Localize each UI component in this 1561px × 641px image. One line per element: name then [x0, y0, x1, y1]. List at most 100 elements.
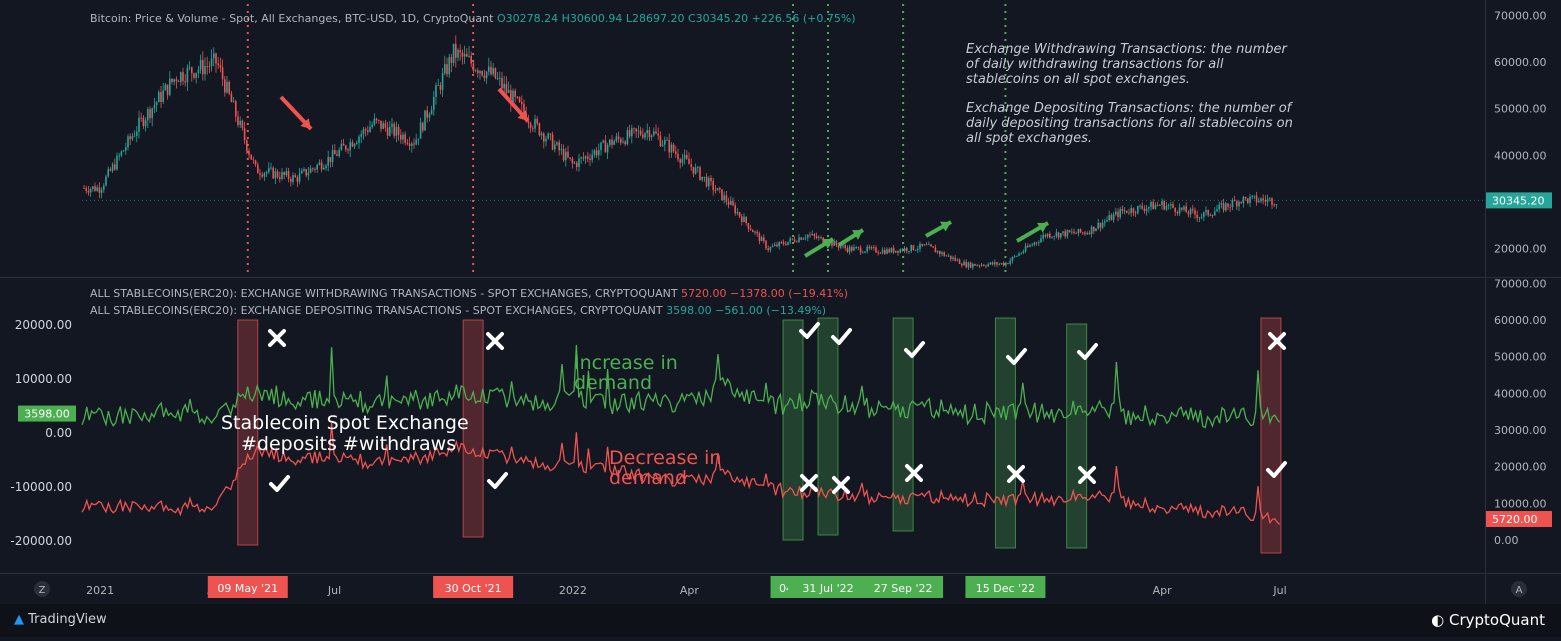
candle-body [384, 123, 387, 128]
candle-body [1106, 219, 1108, 222]
candle-body [171, 78, 173, 82]
candle-body [985, 265, 987, 267]
candle-body [367, 130, 369, 132]
candle-body [1042, 234, 1044, 239]
tradingview-icon: ▲ [14, 612, 24, 627]
candle-body [1187, 212, 1190, 215]
candle-body [140, 117, 142, 119]
candle-body [87, 190, 90, 193]
candle-body [756, 231, 758, 234]
candle-body [131, 136, 134, 140]
candle-body [342, 143, 345, 146]
candle-body [932, 246, 934, 248]
candle-body [681, 158, 684, 163]
candle-body [452, 43, 455, 63]
candle-body [708, 177, 710, 187]
candle-body [114, 164, 116, 170]
candle-body [536, 118, 538, 124]
candle-body [1150, 202, 1152, 207]
deposit-last-label: 3598.00 [24, 408, 70, 421]
candle-body [1027, 245, 1029, 247]
candle-body [1090, 226, 1093, 235]
deposit-value: 3598.00 [666, 304, 712, 317]
indicator-right-tick-label: 60000.00 [1494, 314, 1547, 327]
candle-body [1049, 233, 1051, 238]
candle-body [444, 64, 446, 74]
candle-body [835, 241, 838, 245]
candle-body [584, 156, 587, 159]
candle-body [386, 127, 389, 136]
candle-body [560, 149, 563, 151]
candle-body [1167, 205, 1170, 207]
candle-body [226, 81, 228, 93]
candle-body [758, 233, 761, 242]
candle-body [369, 127, 371, 132]
candle-body [261, 174, 263, 177]
candle-body [851, 246, 853, 251]
candle-body [591, 154, 593, 160]
candle-body [1189, 208, 1192, 215]
candle-body [956, 259, 959, 261]
candle-body [325, 165, 327, 169]
withdraw-title: ALL STABLECOINS(ERC20): EXCHANGE WITHDRA… [90, 287, 678, 300]
z-button [34, 581, 50, 597]
candle-body [688, 158, 690, 165]
candle-body [441, 73, 444, 90]
candle-body [298, 173, 301, 182]
date-marker-badge [787, 576, 868, 598]
candle-body [228, 81, 230, 94]
candle-body [747, 223, 750, 229]
candle-body [92, 186, 94, 189]
deposit-title: ALL STABLECOINS(ERC20): EXCHANGE DEPOSIT… [90, 304, 663, 317]
candle-body [732, 200, 734, 206]
candle-body [1051, 236, 1053, 238]
candle-body [844, 245, 846, 249]
candle-body [556, 142, 558, 145]
candle-body [1000, 263, 1003, 264]
candle-body [490, 66, 492, 75]
candle-body [199, 59, 202, 70]
candle-body [736, 212, 739, 214]
indicator-left-tick-label: -20000.00 [10, 534, 72, 548]
candle-body [433, 96, 435, 110]
tradingview-logo[interactable]: ▲ TradingView [14, 612, 107, 627]
candle-body [989, 262, 992, 265]
candle-body [188, 67, 191, 69]
candle-body [1181, 207, 1183, 210]
event-highlight [462, 319, 484, 538]
bearish-arrow-icon-head [517, 110, 528, 121]
candle-body [151, 108, 153, 119]
date-marker-label: 09 May '21 [217, 582, 278, 595]
candle-body [738, 212, 741, 217]
cross-mark-icon [1268, 332, 1286, 350]
candle-body [1218, 204, 1220, 210]
candle-body [184, 81, 186, 83]
candle-body [521, 101, 523, 104]
candle-body [466, 54, 468, 57]
candle-body [719, 188, 721, 190]
candle-body [767, 248, 769, 250]
candle-body [578, 158, 580, 167]
candle-body [483, 75, 486, 79]
candle-body [540, 133, 543, 136]
candle-body [210, 58, 213, 67]
candle-body [393, 123, 395, 136]
candle-body [1227, 203, 1229, 207]
candle-body [428, 114, 431, 118]
candle-body [859, 247, 862, 253]
event-highlight [994, 317, 1016, 549]
last-price-badge [1486, 192, 1552, 209]
candle-body [320, 162, 323, 170]
candle-body [807, 234, 809, 238]
candle-body [870, 247, 873, 249]
candle-body [1209, 215, 1212, 217]
candle-body [1095, 228, 1097, 232]
candle-body [446, 64, 448, 75]
candle-body [730, 200, 732, 205]
candle-body [125, 147, 127, 151]
withdraw-last-label: 5720.00 [1492, 513, 1538, 526]
candle-body [1121, 209, 1124, 211]
candle-body [1022, 251, 1025, 254]
candle-body [268, 167, 270, 172]
candle-body [404, 134, 406, 143]
